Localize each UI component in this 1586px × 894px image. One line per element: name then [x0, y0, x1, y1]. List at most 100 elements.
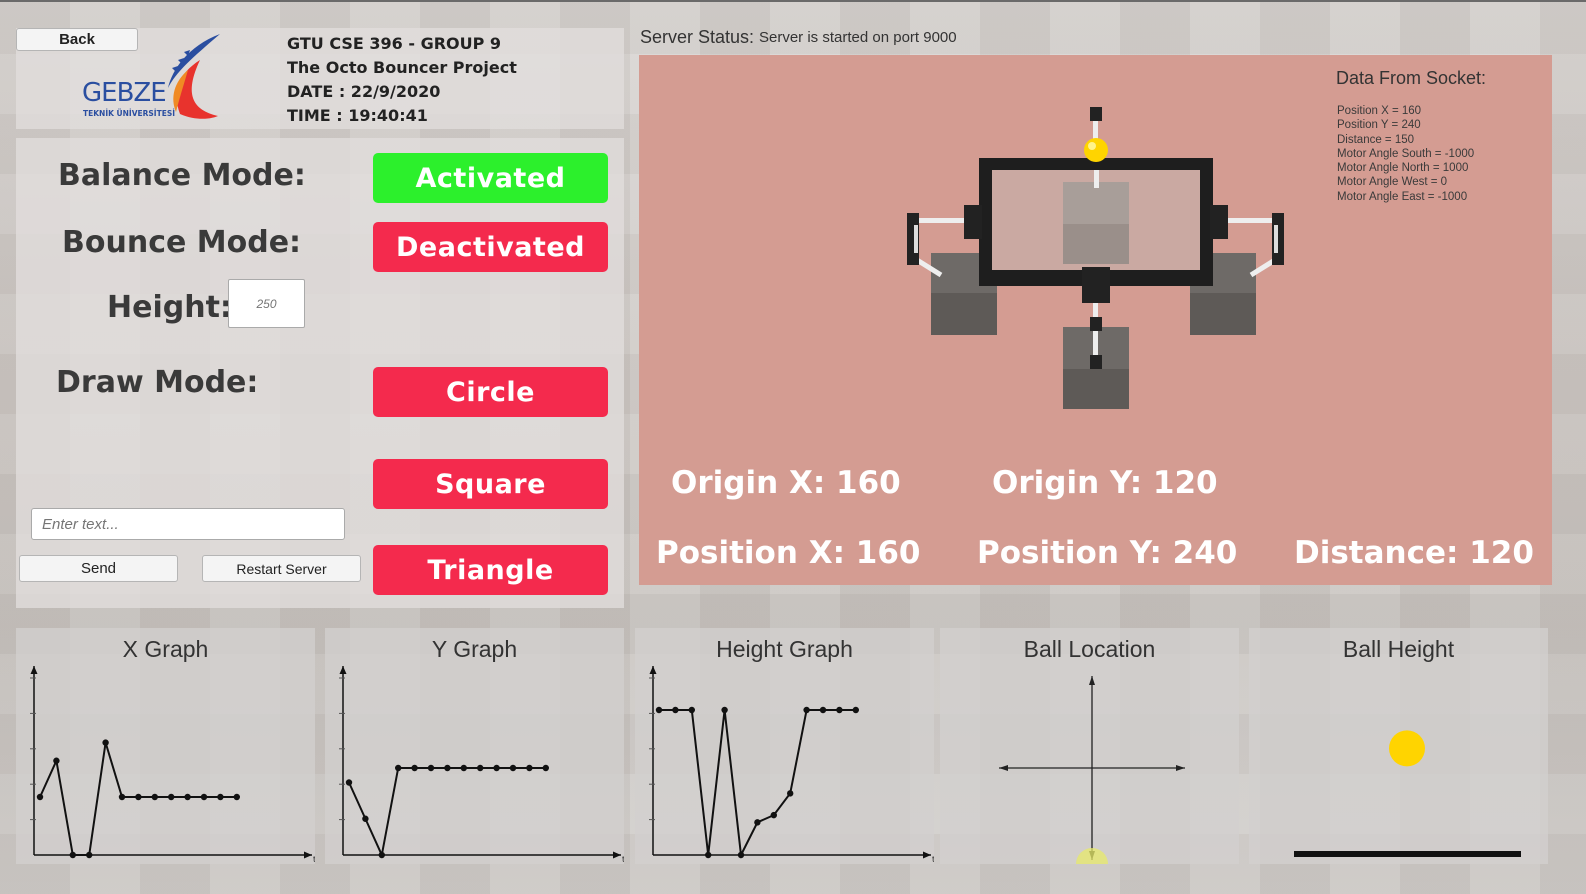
- arrow-up-icon: [1089, 676, 1095, 685]
- data-point: [688, 706, 695, 714]
- draw-triangle-button[interactable]: Triangle: [373, 545, 608, 595]
- socket-line: Position X = 160: [1337, 105, 1422, 117]
- data-point: [836, 706, 843, 714]
- logo-subtext: TEKNİK ÜNİVERSİTESİ: [83, 109, 176, 118]
- server-status-text: Server is started on port 9000: [759, 29, 957, 46]
- socket-data-list: Position X = 160 Position Y = 240 Distan…: [1337, 104, 1474, 204]
- logo-swirl-icon: [168, 34, 220, 119]
- data-point: [200, 793, 208, 801]
- height-label: Height:: [107, 290, 232, 325]
- data-point: [542, 764, 549, 772]
- socket-data-title: Data From Socket:: [1336, 68, 1487, 88]
- project-name: The Octo Bouncer Project: [287, 58, 517, 77]
- y-axis-arrow-icon: [649, 666, 657, 674]
- x-axis-label: t: [932, 855, 934, 864]
- restart-server-button[interactable]: Restart Server: [202, 555, 361, 582]
- series-line: [348, 767, 546, 859]
- draw-mode-label: Draw Mode:: [56, 365, 259, 400]
- data-point: [493, 764, 500, 772]
- data-point: [362, 815, 369, 822]
- data-point: [427, 764, 435, 772]
- data-point: [526, 764, 533, 772]
- data-point: [36, 793, 44, 801]
- height-input[interactable]: [228, 279, 305, 328]
- data-point: [233, 793, 240, 801]
- data-point: [444, 764, 451, 772]
- data-point: [803, 706, 810, 714]
- ball-location-title: Ball Location: [1023, 636, 1156, 662]
- origin-y-readout: Origin Y: 120: [992, 465, 1218, 501]
- data-point: [754, 819, 761, 826]
- data-point: [411, 764, 418, 772]
- data-point: [509, 764, 517, 772]
- series-line: [659, 709, 856, 859]
- data-point: [345, 779, 353, 786]
- data-point: [118, 793, 126, 801]
- send-button[interactable]: Send: [19, 555, 178, 582]
- x-axis-arrow-icon: [304, 851, 312, 859]
- distance-readout: Distance: 120: [1294, 535, 1534, 571]
- data-point: [770, 811, 777, 819]
- simulation-view: Data From Socket: Position X = 160 Posit…: [639, 55, 1552, 585]
- position-y-readout: Position Y: 240: [977, 535, 1238, 571]
- origin-x-readout: Origin X: 160: [671, 465, 901, 501]
- draw-circle-button[interactable]: Circle: [373, 367, 608, 417]
- ball-location-plot: [999, 676, 1185, 864]
- x-axis-label: t: [622, 855, 624, 864]
- data-point: [477, 764, 484, 772]
- project-group: GTU CSE 396 - GROUP 9: [287, 34, 502, 53]
- date-text: DATE : 22/9/2020: [287, 82, 441, 101]
- logo-wordmark: GEBZE: [82, 78, 167, 108]
- height-graph-panel: Height Graph t: [635, 628, 934, 864]
- socket-line: Motor Angle East = -1000: [1337, 190, 1468, 203]
- balance-mode-label: Balance Mode:: [58, 158, 306, 193]
- y-graph-panel: Y Graph t: [325, 628, 624, 864]
- socket-line: Motor Angle South = -1000: [1337, 147, 1475, 160]
- data-point: [787, 790, 794, 797]
- bounce-mode-toggle[interactable]: Deactivated: [373, 222, 608, 272]
- data-point: [86, 851, 93, 859]
- university-logo: GEBZE TEKNİK ÜNİVERSİTESİ: [80, 30, 230, 125]
- data-point: [217, 793, 224, 801]
- data-point: [460, 764, 467, 772]
- height-graph-title: Height Graph: [716, 636, 853, 662]
- window-top-border: [0, 0, 1586, 2]
- x-graph-plot: t: [30, 666, 315, 864]
- y-graph-title: Y Graph: [431, 636, 518, 662]
- y-axis-arrow-icon: [30, 666, 38, 674]
- back-button[interactable]: Back: [16, 28, 138, 51]
- x-graph-panel: X Graph t: [16, 628, 315, 864]
- ball-marker: [1076, 848, 1108, 864]
- data-point: [135, 793, 142, 801]
- data-point: [184, 793, 191, 801]
- position-x-readout: Position X: 160: [656, 535, 921, 571]
- data-point: [737, 851, 745, 859]
- socket-line: Distance = 150: [1337, 133, 1415, 146]
- data-point: [168, 793, 175, 801]
- ball-height-plot: [1294, 730, 1521, 857]
- data-point: [852, 706, 859, 714]
- ball-height-panel: Ball Height: [1249, 628, 1548, 864]
- server-status-label: Server Status:: [640, 27, 755, 47]
- x-axis-arrow-icon: [613, 851, 621, 859]
- message-input[interactable]: [31, 508, 345, 540]
- time-text: TIME : 19:40:41: [287, 106, 428, 125]
- x-graph-title: X Graph: [122, 636, 209, 662]
- data-point: [705, 851, 712, 859]
- floor-bar: [1294, 851, 1521, 857]
- data-point: [395, 764, 402, 772]
- data-point: [102, 739, 109, 746]
- data-point: [721, 706, 728, 714]
- balance-mode-toggle[interactable]: Activated: [373, 153, 608, 203]
- y-axis-arrow-icon: [339, 666, 347, 674]
- x-axis-label: t: [313, 855, 315, 864]
- data-point: [672, 706, 679, 714]
- draw-square-button[interactable]: Square: [373, 459, 608, 509]
- socket-line: Motor Angle West = 0: [1337, 176, 1448, 189]
- data-point: [53, 757, 60, 764]
- data-point: [378, 851, 385, 859]
- ball-height-marker: [1389, 730, 1425, 767]
- ball-location-panel: Ball Location: [940, 628, 1239, 864]
- data-point: [151, 793, 158, 801]
- data-point: [69, 851, 76, 859]
